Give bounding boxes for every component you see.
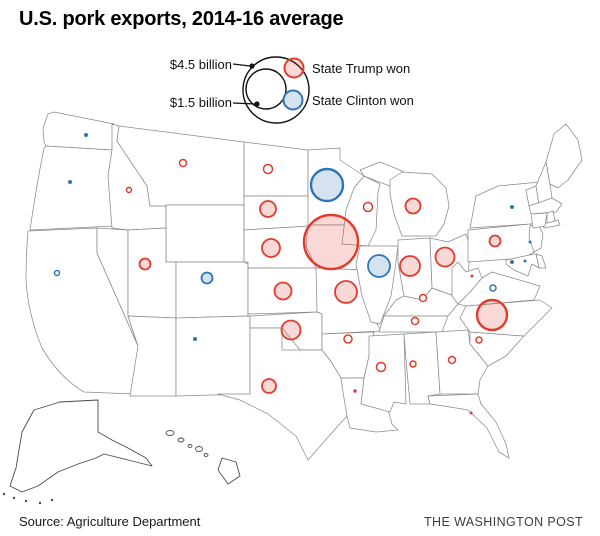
bubble-virginia	[489, 284, 497, 292]
bubble-delaware	[523, 259, 527, 263]
bubble-indiana	[399, 255, 421, 277]
state-maine	[545, 123, 583, 189]
state-florida	[427, 393, 510, 459]
us-states-map	[2, 111, 583, 505]
bubble-utah	[138, 257, 152, 271]
chart-title: U.S. pork exports, 2014-16 average	[19, 8, 344, 30]
size-legend-large-leader-line	[232, 63, 251, 67]
bubble-nebraska	[261, 238, 281, 258]
bubble-florida	[469, 411, 473, 415]
state-alabama	[403, 331, 441, 405]
state-mississippi	[360, 333, 407, 413]
bubble-oregon	[68, 180, 72, 184]
bubble-kentucky	[418, 293, 428, 303]
bubble-california	[53, 269, 61, 277]
state-south-dakota	[243, 195, 311, 231]
bubble-montana	[178, 158, 188, 168]
state-colorado	[175, 261, 249, 319]
size-legend-small-label: $1.5 billion	[169, 95, 232, 110]
trump-legend-label: State Trump won	[312, 61, 411, 76]
state-hawaii	[165, 430, 241, 485]
bubble-illinois	[367, 254, 391, 278]
size-legend-large-label: $4.5 billion	[169, 57, 232, 72]
clinton-legend-label: State Clinton won	[312, 93, 414, 108]
bubble-arkansas	[343, 334, 353, 344]
state-wisconsin	[341, 175, 381, 247]
state-texas	[217, 327, 348, 461]
state-arizona	[127, 315, 177, 397]
bubble-idaho	[125, 186, 133, 194]
source-note: Source: Agriculture Department	[19, 514, 201, 529]
state-kentucky	[383, 287, 459, 317]
bubble-oklahoma	[280, 319, 302, 341]
size-legend-small-leader-dot	[254, 101, 260, 107]
state-massachusetts	[528, 197, 563, 215]
export-bubbles	[53, 133, 532, 415]
bubble-south-carolina	[475, 336, 483, 344]
bubble-west-virginia	[470, 274, 474, 278]
bubble-south-dakota	[259, 200, 277, 218]
bubble-new-york	[510, 205, 514, 209]
state-alaska	[9, 399, 153, 493]
bubble-texas	[261, 378, 277, 394]
alaska-aleutian-islands	[2, 492, 54, 505]
state-washington	[42, 111, 115, 151]
bubble-north-carolina	[475, 298, 509, 332]
state-new-mexico	[175, 315, 251, 397]
size-legend-large-leader-dot	[249, 63, 255, 69]
bubble-new-mexico	[193, 337, 197, 341]
state-georgia	[435, 329, 489, 395]
bubble-maryland	[510, 260, 514, 264]
bubble-colorado	[200, 271, 214, 285]
state-maryland	[505, 253, 540, 277]
bubble-tennessee	[410, 316, 420, 326]
size-legend-large-circle	[242, 56, 310, 124]
bubble-alabama	[409, 360, 417, 368]
bubble-iowa	[302, 213, 360, 271]
state-rhode-island	[546, 210, 556, 224]
bubble-pennsylvania	[488, 234, 502, 248]
bubble-missouri	[334, 280, 358, 304]
bubble-georgia	[447, 355, 457, 365]
bubble-minnesota	[309, 167, 345, 203]
bubble-kansas	[273, 281, 293, 301]
bubble-new-jersey	[528, 240, 532, 244]
bubble-ohio	[434, 246, 456, 268]
size-legend-small-leader-line	[232, 102, 256, 105]
bubble-wisconsin	[362, 201, 374, 213]
state-california	[25, 227, 139, 395]
bubble-mississippi	[375, 361, 387, 373]
bubble-north-dakota	[262, 163, 274, 175]
state-illinois	[355, 245, 399, 325]
state-connecticut	[530, 212, 548, 229]
state-oregon	[29, 145, 115, 231]
state-wyoming	[165, 204, 245, 263]
size-legend	[232, 56, 310, 124]
state-west-virginia	[451, 261, 483, 305]
category-legend	[282, 57, 305, 111]
bubble-washington	[84, 133, 88, 137]
state-north-dakota	[243, 141, 309, 197]
bubble-michigan	[404, 197, 422, 215]
bubble-louisiana	[353, 389, 357, 393]
clinton-swatch-icon	[282, 89, 304, 111]
trump-swatch-icon	[283, 57, 305, 79]
state-new-hampshire	[535, 161, 553, 205]
publisher-credit: THE WASHINGTON POST	[424, 515, 583, 529]
size-legend-small-circle	[245, 68, 287, 110]
